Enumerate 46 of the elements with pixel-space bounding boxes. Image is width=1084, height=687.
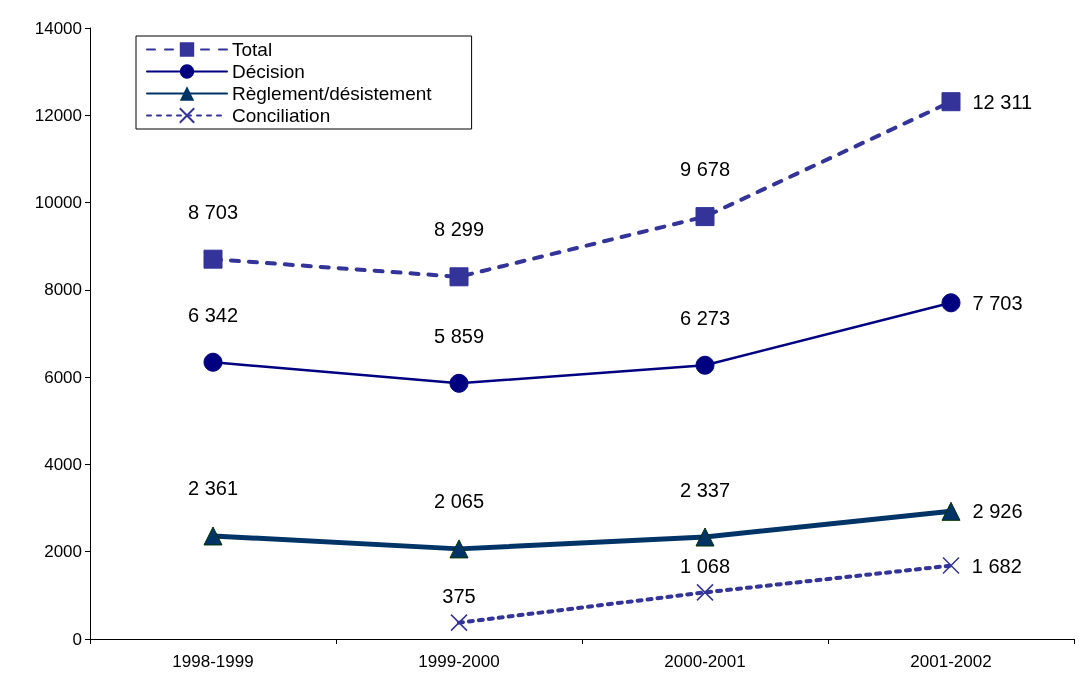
data-label: 9 678 — [679, 158, 731, 181]
point — [942, 556, 960, 575]
data-label: 1 682 — [971, 554, 1022, 577]
point — [695, 355, 715, 375]
point — [941, 501, 961, 521]
point — [449, 539, 469, 559]
legend-label: Règlement/désistement — [232, 83, 433, 104]
data-label: 8 703 — [187, 200, 239, 223]
data-label: 2 337 — [679, 478, 731, 501]
y-tick-label: 2000 — [44, 542, 82, 562]
y-tick-label: 12000 — [34, 105, 82, 125]
point — [695, 527, 715, 547]
y-tick-label: 6000 — [44, 367, 82, 387]
legend-label: Décision — [232, 61, 305, 82]
data-label: 5 859 — [433, 324, 485, 347]
y-tick-label: 4000 — [44, 454, 82, 474]
x-tick-label: 1999-2000 — [418, 652, 500, 671]
x-tick-label: 2001-2002 — [910, 652, 992, 671]
data-label: 2 065 — [433, 490, 485, 513]
point — [203, 526, 223, 546]
data-label: 6 342 — [187, 303, 239, 326]
y-tick-label: 0 — [72, 629, 82, 649]
data-label: 1 068 — [679, 554, 731, 577]
point — [696, 583, 714, 602]
point — [449, 267, 469, 287]
data-label: 375 — [442, 584, 476, 607]
x-tick-label: 1998-1999 — [172, 652, 254, 671]
y-tick-label: 14000 — [34, 18, 82, 38]
data-label: 7 703 — [972, 291, 1023, 314]
point — [203, 352, 223, 372]
data-label: 2 361 — [187, 477, 239, 500]
x-tick-label: 2000-2001 — [664, 652, 746, 671]
legend-label: Conciliation — [232, 105, 331, 126]
data-label: 8 299 — [433, 218, 485, 241]
legend-label: Total — [232, 39, 273, 60]
point — [941, 92, 961, 112]
data-label: 12 311 — [972, 90, 1033, 113]
point — [450, 613, 468, 632]
y-tick-label: 10000 — [34, 193, 82, 213]
point — [941, 293, 961, 313]
data-label: 2 926 — [972, 500, 1023, 523]
y-tick-label: 8000 — [44, 280, 82, 300]
data-label: 6 273 — [679, 306, 731, 329]
point — [203, 249, 223, 269]
point — [695, 207, 715, 227]
point — [449, 373, 469, 393]
